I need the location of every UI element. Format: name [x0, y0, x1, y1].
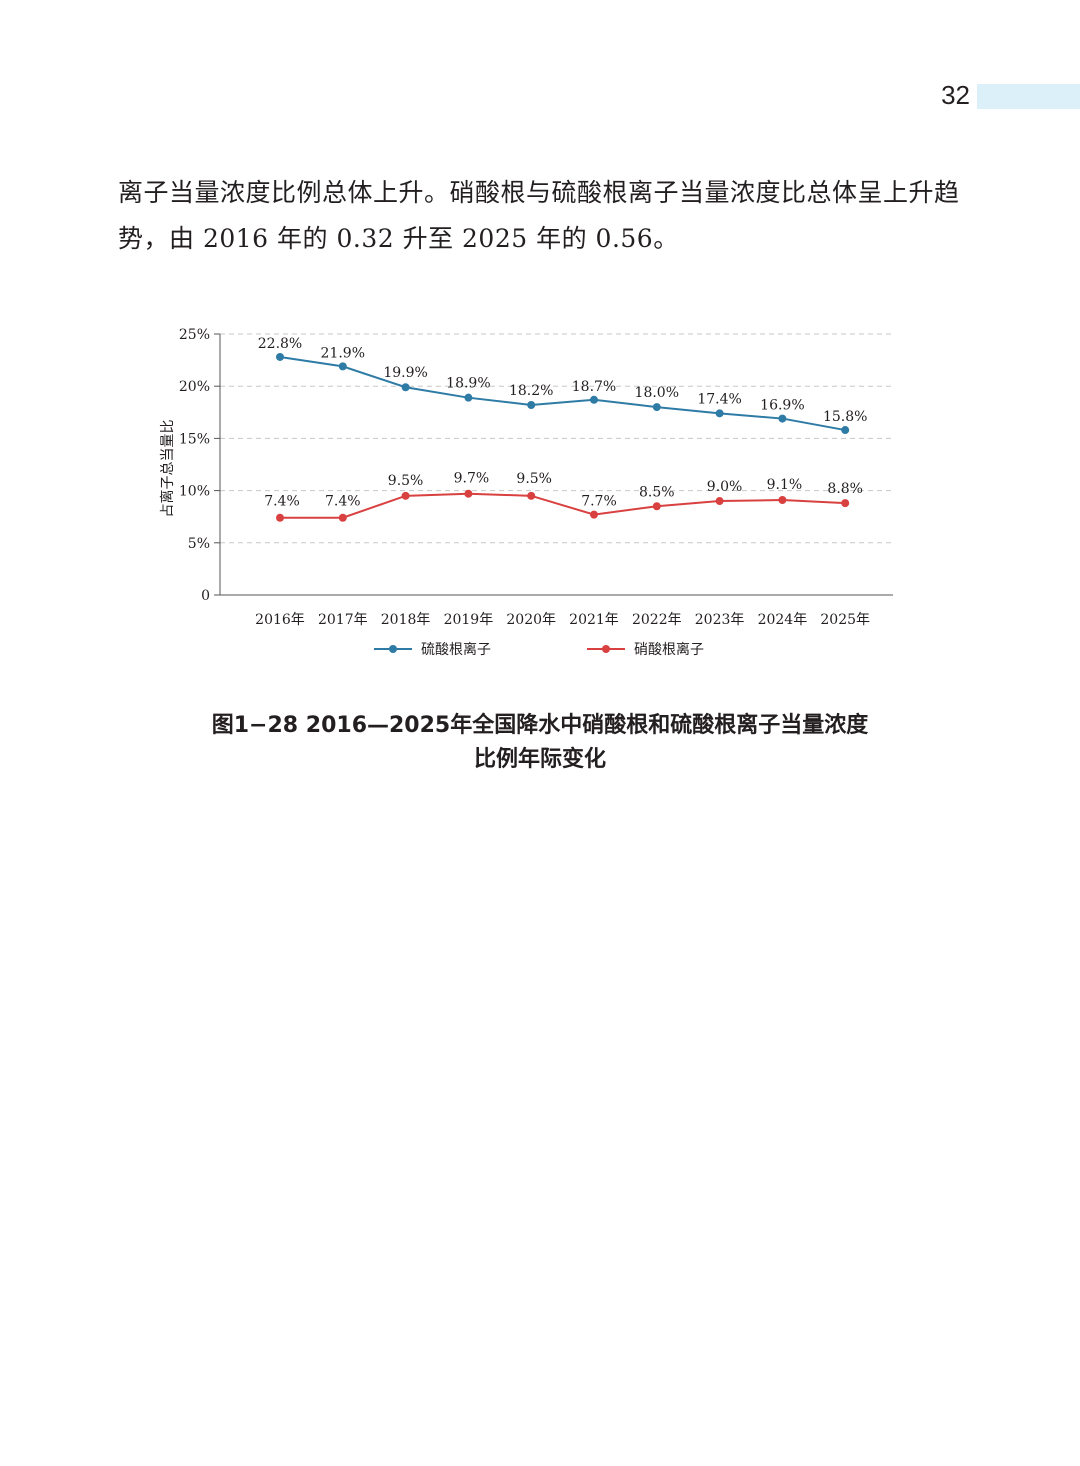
figure-caption-line-2: 比例年际变化 [473, 747, 606, 772]
data-label: 8.8% [827, 481, 863, 497]
data-point [590, 510, 598, 519]
data-point [464, 393, 473, 402]
series-line [279, 355, 846, 432]
data-label: 19.9% [383, 365, 427, 381]
legend-marker [602, 645, 610, 653]
legend-marker [389, 645, 397, 653]
page-number-band [977, 84, 1080, 109]
data-point [778, 495, 787, 504]
data-point [590, 395, 598, 404]
x-tick-label: 2016年 [255, 612, 305, 628]
data-point [652, 502, 661, 511]
data-label: 9.1% [767, 477, 803, 493]
data-label: 15.8% [823, 409, 867, 425]
data-label: 7.4% [325, 494, 361, 510]
data-point [527, 400, 536, 409]
chart-series [276, 352, 850, 522]
figure-caption-line-1: 图1−28 2016—2025年全国降水中硝酸根和硫酸根离子当量浓度 [211, 713, 869, 738]
data-point [276, 513, 284, 522]
data-point [778, 414, 787, 423]
data-label: 7.4% [264, 494, 300, 510]
data-labels: 22.8% 21.9% 19.9% 18.9% 18.2% 18.7% 18.0% 17.4%… [258, 336, 868, 510]
body-paragraph-line-1: 离子当量浓度比例总体上升。硝酸根与硫酸根离子当量浓度比总体呈上升趋 [118, 178, 960, 207]
y-axis-title: 占离子总当量比 [159, 420, 176, 518]
data-label: 8.5% [639, 484, 675, 500]
data-point [464, 489, 473, 498]
data-point [652, 403, 661, 412]
y-tick-label: 25% [179, 327, 210, 343]
x-tick-label: 2018年 [381, 612, 431, 628]
x-tick-label: 2019年 [444, 612, 494, 628]
y-tick-label: 0 [201, 588, 210, 604]
grid-lines [220, 333, 893, 544]
data-label: 9.5% [516, 471, 552, 487]
data-label: 9.0% [707, 479, 743, 495]
data-label: 18.7% [572, 379, 616, 395]
line-chart: 0 5% 10% 15% 20% 25% 2016年 2017年 2018年 2019年 2020年… [159, 327, 893, 658]
series-line [280, 492, 846, 519]
data-label: 9.5% [388, 473, 424, 489]
data-label: 9.7% [454, 471, 490, 487]
data-point [841, 426, 850, 435]
y-tick-label: 20% [179, 379, 210, 395]
data-label: 7.7% [581, 494, 617, 510]
x-tick-label: 2024年 [758, 612, 808, 628]
y-tick-label: 10% [179, 484, 210, 500]
legend-label: 硫酸根离子 [421, 641, 491, 658]
legend-label: 硝酸根离子 [634, 641, 704, 658]
x-tick-label: 2020年 [506, 612, 556, 628]
data-label: 18.0% [635, 385, 679, 401]
series-sulfate [276, 352, 850, 435]
data-point [338, 513, 347, 522]
data-label: 22.8% [258, 336, 302, 352]
data-label: 16.9% [760, 398, 804, 414]
y-tick-label: 15% [179, 431, 210, 447]
x-tick-label: 2021年 [569, 612, 619, 628]
data-label: 17.4% [697, 391, 741, 407]
data-point [401, 491, 410, 500]
x-tick-label: 2023年 [695, 612, 745, 628]
x-tick-label: 2017年 [318, 612, 368, 628]
chart-axes: 0 5% 10% 15% 20% 25% 2016年 2017年 2018年 2019年 2020年… [159, 327, 893, 628]
chart-legend: 硫酸根离子 硝酸根离子 [374, 641, 704, 658]
data-point [276, 352, 284, 361]
data-point [401, 383, 410, 392]
data-label: 18.9% [446, 376, 490, 392]
data-label: 21.9% [321, 345, 365, 361]
y-tick-label: 5% [188, 536, 210, 552]
data-point [715, 497, 724, 506]
page-number: 32 [941, 80, 970, 110]
data-point [715, 409, 724, 418]
data-point [841, 499, 850, 508]
x-tick-label: 2025年 [820, 612, 870, 628]
data-point [338, 362, 347, 371]
body-paragraph-line-2: 势，由 2016 年的 0.32 升至 2025 年的 0.56。 [118, 224, 679, 253]
series-nitrate [276, 489, 850, 522]
data-point [527, 491, 536, 500]
x-tick-label: 2022年 [632, 612, 682, 628]
data-label: 18.2% [509, 383, 553, 399]
